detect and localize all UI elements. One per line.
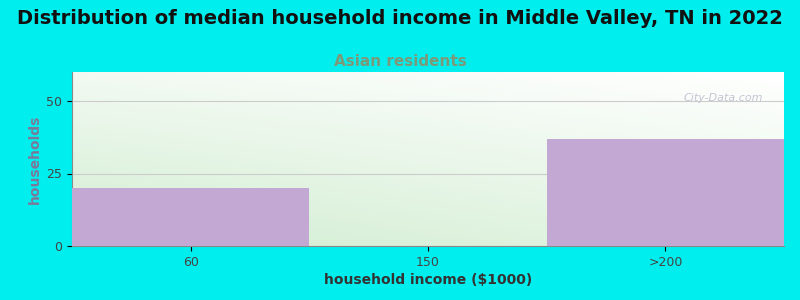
Bar [72,188,310,246]
Text: Asian residents: Asian residents [334,54,466,69]
Text: Distribution of median household income in Middle Valley, TN in 2022: Distribution of median household income … [17,9,783,28]
X-axis label: household income ($1000): household income ($1000) [324,273,532,287]
Bar [546,139,784,246]
Y-axis label: households: households [28,114,42,204]
Text: City-Data.com: City-Data.com [683,93,762,103]
